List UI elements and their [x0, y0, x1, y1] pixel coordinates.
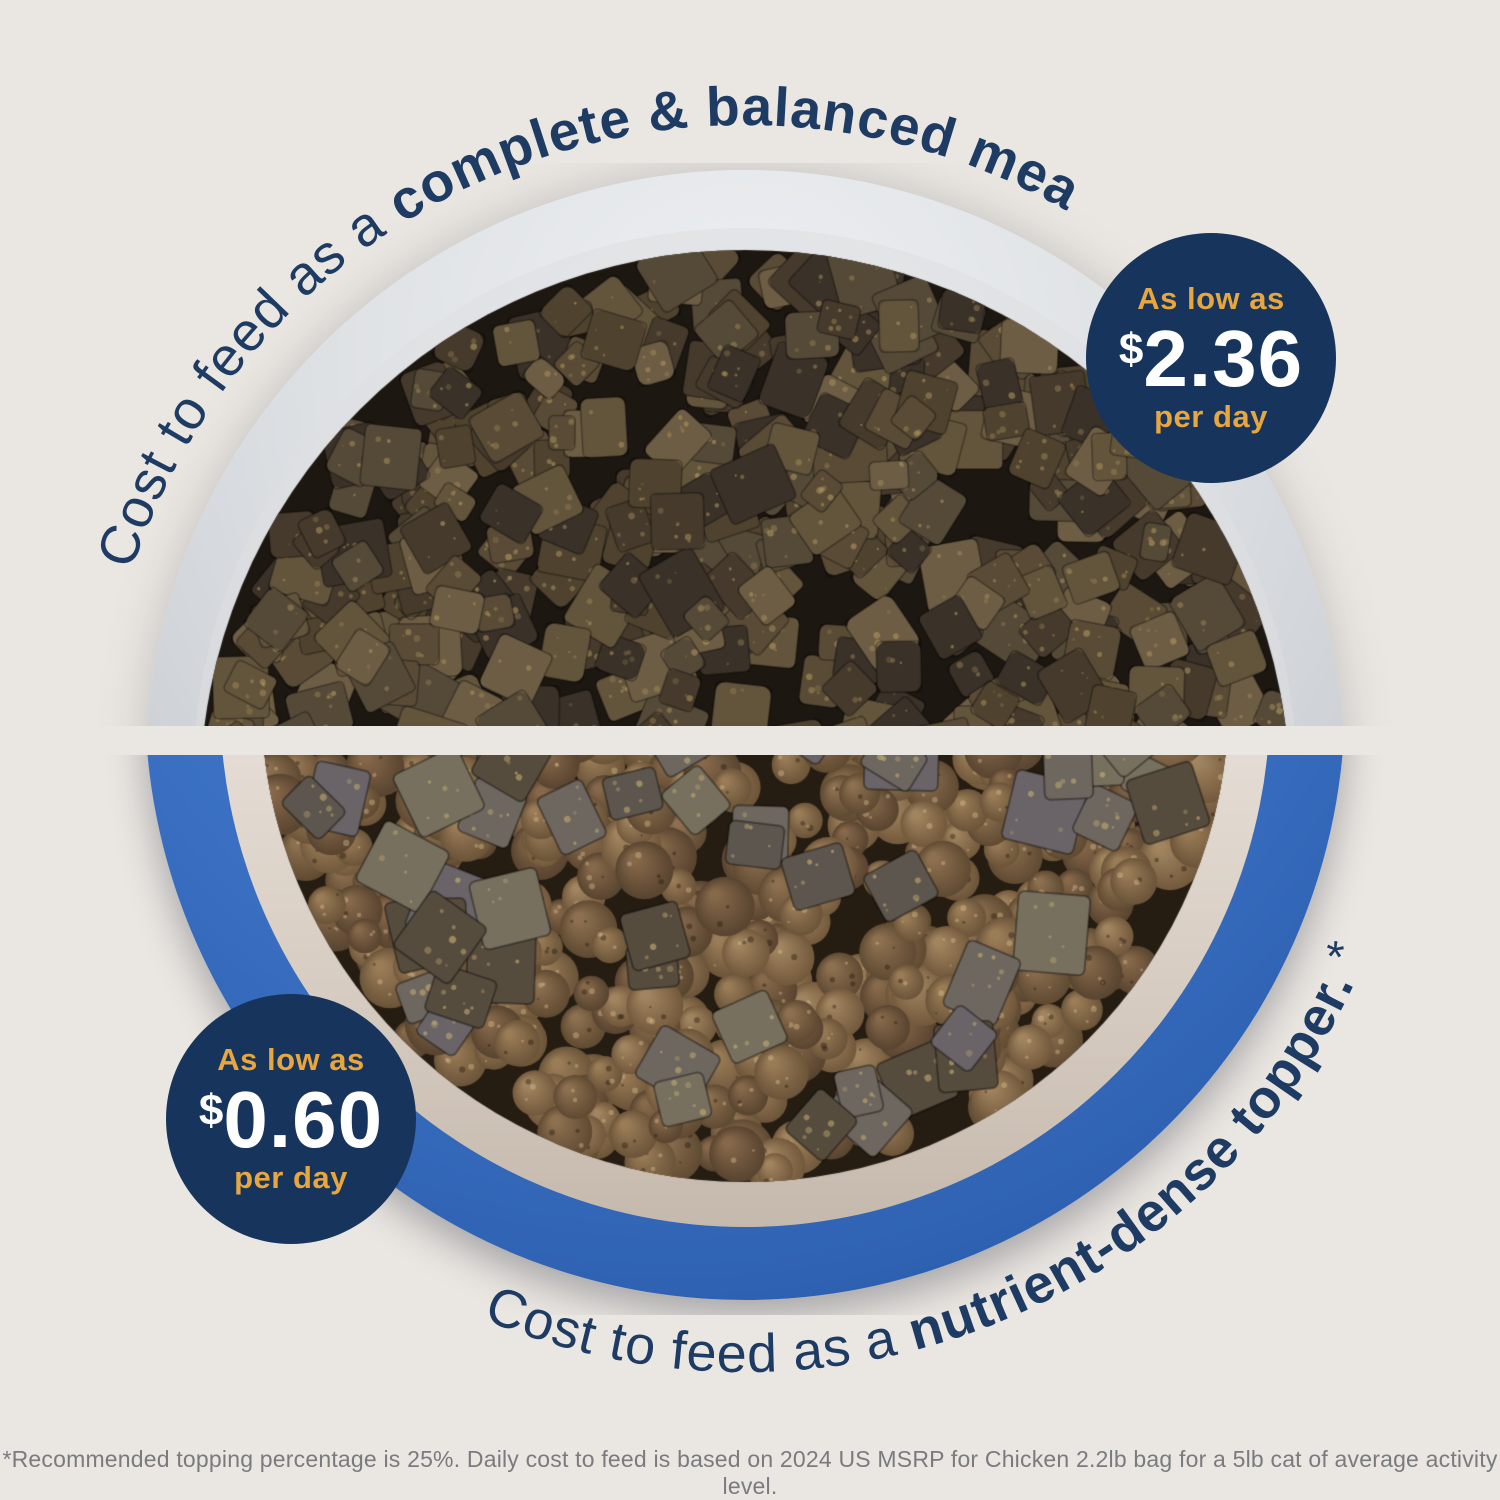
as-low-as-label: As low as: [1137, 281, 1285, 316]
footnote-disclaimer: *Recommended topping percentage is 25%. …: [2, 1446, 1498, 1499]
price-amount: $2.36: [1118, 319, 1303, 399]
price-value: 2.36: [1143, 314, 1304, 403]
price-amount: $0.60: [198, 1080, 383, 1160]
as-low-as-label: As low as: [217, 1042, 365, 1077]
per-day-label: per day: [1154, 399, 1268, 434]
price-value: 0.60: [223, 1075, 384, 1164]
per-day-label: per day: [234, 1160, 348, 1195]
price-badge-complete-meal: As low as $2.36 per day: [1086, 233, 1336, 483]
price-badge-topper: As low as $0.60 per day: [166, 994, 416, 1244]
currency-symbol: $: [198, 1086, 224, 1135]
currency-symbol: $: [1118, 325, 1144, 374]
